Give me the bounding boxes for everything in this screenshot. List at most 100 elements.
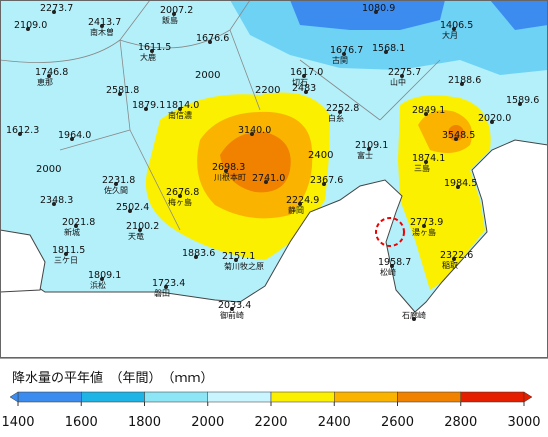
station-dot (74, 224, 78, 228)
station-dot (422, 224, 426, 228)
station-name: 石廊崎 (402, 310, 426, 320)
station-dot (304, 90, 308, 94)
map (0, 0, 548, 359)
station-dot (100, 277, 104, 281)
station-name: 三島 (414, 163, 430, 173)
station-value: 1984.5 (444, 178, 477, 189)
colorbar-tick-label: 3000 (507, 415, 540, 430)
colorbar-tick-label: 1400 (1, 415, 34, 430)
station-name: 浜松 (90, 280, 106, 290)
station-value: 2502.4 (116, 202, 149, 213)
station-value: 2188.6 (448, 75, 481, 86)
colorbar-tick-label: 2600 (381, 415, 414, 430)
station-value: 1589.6 (506, 95, 539, 106)
station-dot (52, 202, 56, 206)
station-dot (118, 92, 122, 96)
station-dot (412, 317, 416, 321)
station-name: 大月 (442, 30, 458, 40)
station-name: 松崎 (380, 267, 396, 277)
station-value: 2483 (292, 83, 316, 94)
colorbar-tick-label: 2000 (191, 415, 224, 430)
legend-title: 降水量の平年値 （年間） （ｍｍ） (12, 370, 214, 386)
station-name: 佐久間 (104, 185, 128, 195)
station-name: 磐田 (154, 288, 170, 298)
station-value: 1811.5 (52, 245, 85, 256)
contour-label: 2000 (195, 70, 220, 81)
station-dot (224, 169, 228, 173)
colorbar-bin (397, 391, 461, 403)
station-name: 山中 (390, 77, 406, 87)
station-dot (178, 107, 182, 111)
station-name: 白糸 (328, 113, 344, 123)
colorbar-bin (17, 391, 82, 403)
contour-label: 2000 (36, 164, 61, 175)
station-value: 2252.8 (326, 103, 359, 114)
colorbar-tick-label: 2800 (444, 415, 477, 430)
station-value: 2581.8 (106, 85, 139, 96)
region-2400 (418, 110, 473, 154)
colorbar-bin (81, 391, 145, 403)
station-dot (264, 180, 268, 184)
station-value: 1676.7 (330, 45, 363, 56)
station-name: 南信濃 (168, 110, 192, 120)
station-dot (456, 185, 460, 189)
station-value: 1964.0 (58, 130, 91, 141)
station-dot (18, 132, 22, 136)
colorbar-bin (460, 391, 525, 403)
station-name: 古関 (332, 55, 348, 65)
station-value: 1406.5 (440, 20, 473, 31)
highlight-circle (375, 217, 405, 247)
boundaries (0, 0, 441, 231)
station-dot (172, 12, 176, 16)
station-value: 1809.1 (88, 270, 121, 281)
station-value: 1958.7 (378, 257, 411, 268)
station-dot (250, 132, 254, 136)
station-value: 2100.2 (126, 221, 159, 232)
station-name: 菊川牧之原 (224, 261, 264, 271)
station-value: 1617.0 (290, 67, 323, 78)
station-dot (47, 74, 51, 78)
station-name: 御前崎 (220, 310, 244, 320)
station-dot (384, 50, 388, 54)
station-dot (518, 102, 522, 106)
station-dot (342, 52, 346, 56)
station-dot (452, 27, 456, 31)
station-dot (178, 194, 182, 198)
station-value: 2322.6 (440, 250, 473, 261)
station-name: 飯島 (162, 15, 178, 25)
station-value: 1612.3 (6, 125, 39, 136)
station-name: 大鹿 (140, 52, 156, 62)
station-dot (424, 112, 428, 116)
station-value: 2741.0 (252, 173, 285, 184)
colorbar-tick-label: 2400 (318, 415, 351, 430)
colorbar-tick-label: 2200 (254, 415, 287, 430)
region-2600 (220, 131, 291, 193)
station-value: 1080.9 (362, 3, 395, 14)
station-value: 2413.7 (88, 17, 121, 28)
station-dot (338, 110, 342, 114)
station-name: 南木曽 (90, 27, 114, 37)
station-dot (452, 257, 456, 261)
lake (0, 229, 46, 293)
station-value: 2231.8 (102, 175, 135, 186)
station-name: 新城 (64, 227, 80, 237)
station-value: 3140.0 (238, 125, 271, 136)
station-dot (138, 228, 142, 232)
station-value: 2273.7 (40, 3, 73, 14)
station-name: 川根本町 (214, 172, 246, 182)
station-name: 富士 (357, 150, 373, 160)
station-value: 1874.1 (412, 153, 445, 164)
station-dot (490, 120, 494, 124)
station-dot (52, 10, 56, 14)
colorbar-tick-label: 1600 (65, 415, 98, 430)
station-name: 静岡 (288, 205, 304, 215)
station-dot (26, 27, 30, 31)
station-dot (70, 137, 74, 141)
station-value: 1879.1 (132, 100, 165, 111)
station-dot (64, 252, 68, 256)
station-dot (400, 74, 404, 78)
colorbar-tick-label: 1800 (128, 415, 161, 430)
station-value: 2033.4 (218, 300, 251, 311)
station-value: 2109.1 (355, 140, 388, 151)
